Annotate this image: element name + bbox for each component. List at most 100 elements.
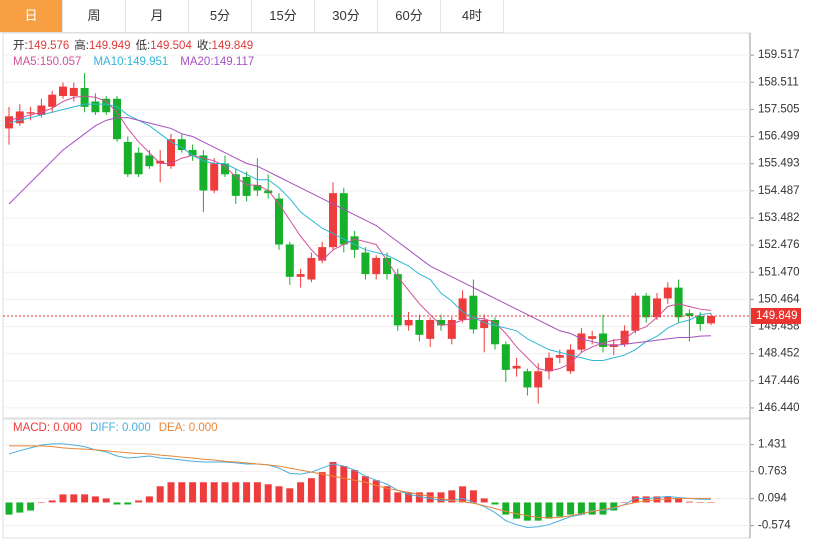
candle-body <box>285 244 294 277</box>
legend-sep: : <box>37 56 40 68</box>
candle-body <box>339 193 348 245</box>
period-tab[interactable]: 日 <box>0 0 63 32</box>
macd-bar <box>178 482 186 503</box>
candle-body <box>361 252 370 275</box>
macd-bar <box>685 501 693 503</box>
candle-body <box>523 371 532 388</box>
y-tick-label: 152.476 <box>758 239 800 251</box>
info-value: 149.849 <box>212 40 254 52</box>
candle-body <box>91 101 100 113</box>
period-tab[interactable]: 5分 <box>189 0 252 32</box>
macd-bar <box>469 490 477 503</box>
macd-bar <box>5 502 13 515</box>
macd-bar <box>361 476 369 503</box>
candle-body <box>415 319 424 335</box>
period-tab[interactable]: 月 <box>126 0 189 32</box>
macd-bar <box>415 492 423 503</box>
macd-bar <box>459 486 467 503</box>
candle-body <box>653 298 661 318</box>
candle-body <box>404 319 413 326</box>
candle-body <box>37 105 46 115</box>
y-tick-label: 148.452 <box>758 348 800 360</box>
candle-body <box>663 287 672 299</box>
macd-bar <box>189 482 197 503</box>
candle-body <box>221 163 229 175</box>
y-tick-label: 147.446 <box>758 375 800 387</box>
macd-bar <box>426 492 434 503</box>
macd-bar <box>113 502 121 505</box>
legend-sep: : <box>210 56 213 68</box>
candle-body <box>80 87 89 107</box>
period-tab[interactable]: 周 <box>63 0 126 32</box>
info-label: 高: <box>74 38 89 52</box>
y-tick-label: 0.763 <box>758 466 787 478</box>
candle-body <box>350 236 359 250</box>
y-tick-label: 156.499 <box>758 131 800 143</box>
candle-body <box>566 349 575 372</box>
y-tick-label: 159.517 <box>758 49 800 61</box>
candle-body <box>599 333 607 347</box>
ma-line <box>8 103 712 361</box>
candle-body <box>393 274 402 326</box>
period-tab[interactable]: 4时 <box>441 0 504 32</box>
macd-bar <box>307 478 315 503</box>
candle-body <box>329 193 337 248</box>
y-tick-label: 154.487 <box>758 185 800 197</box>
candle-body <box>437 319 445 326</box>
macd-bar <box>135 500 143 503</box>
macd-bar <box>491 502 499 505</box>
y-tick-label: 153.482 <box>758 212 800 224</box>
macd-bar <box>221 482 229 503</box>
candle-body <box>145 155 154 167</box>
candle-body <box>177 139 186 151</box>
candle-body <box>113 98 121 140</box>
macd-bar <box>696 502 704 503</box>
macd-bar <box>588 502 596 515</box>
candle-body <box>134 152 143 175</box>
macd-bar <box>243 482 251 503</box>
period-tab[interactable]: 60分 <box>378 0 441 32</box>
y-tick-label: 157.505 <box>758 103 800 115</box>
macd-bar <box>448 490 456 503</box>
candle-body <box>123 141 132 175</box>
macd-bar <box>523 502 531 521</box>
candle-body <box>210 163 219 191</box>
ma-line <box>8 117 712 347</box>
info-value: 149.949 <box>89 40 131 52</box>
candle-body <box>167 139 175 167</box>
candle-body <box>534 371 543 388</box>
macd-bar <box>297 482 305 503</box>
macd-bar <box>394 492 402 503</box>
macd-bar <box>124 502 132 505</box>
last-price-label: 149.849 <box>756 310 798 322</box>
candle-body <box>501 344 510 370</box>
candle-body <box>231 174 240 196</box>
candle-body <box>48 94 57 107</box>
info-label: 收: <box>197 38 212 52</box>
candle-body <box>642 295 651 318</box>
period-tab[interactable]: 30分 <box>315 0 378 32</box>
candle-body <box>383 257 391 275</box>
candle-body <box>685 313 694 316</box>
candle-body <box>447 319 456 339</box>
y-tick-label: 0.094 <box>758 493 787 505</box>
candle-body <box>318 247 327 261</box>
macd-bar <box>232 482 240 503</box>
macd-bar <box>351 470 359 503</box>
candle-body <box>631 295 640 331</box>
macd-bar <box>70 494 78 503</box>
y-tick-label: 1.431 <box>758 439 787 451</box>
period-tab[interactable]: 15分 <box>252 0 315 32</box>
candle-body <box>696 315 705 325</box>
candle-body <box>242 176 251 196</box>
macd-bar <box>37 502 45 503</box>
candle-body <box>199 155 208 191</box>
macd-bar <box>642 496 650 503</box>
candle-body <box>264 190 273 194</box>
macd-bar <box>59 494 67 503</box>
y-tick-label: -0.574 <box>758 520 791 532</box>
candle-body <box>512 365 521 369</box>
legend-name: MA10 <box>93 56 123 68</box>
candle-body <box>156 160 165 164</box>
macd-bar <box>275 486 283 503</box>
